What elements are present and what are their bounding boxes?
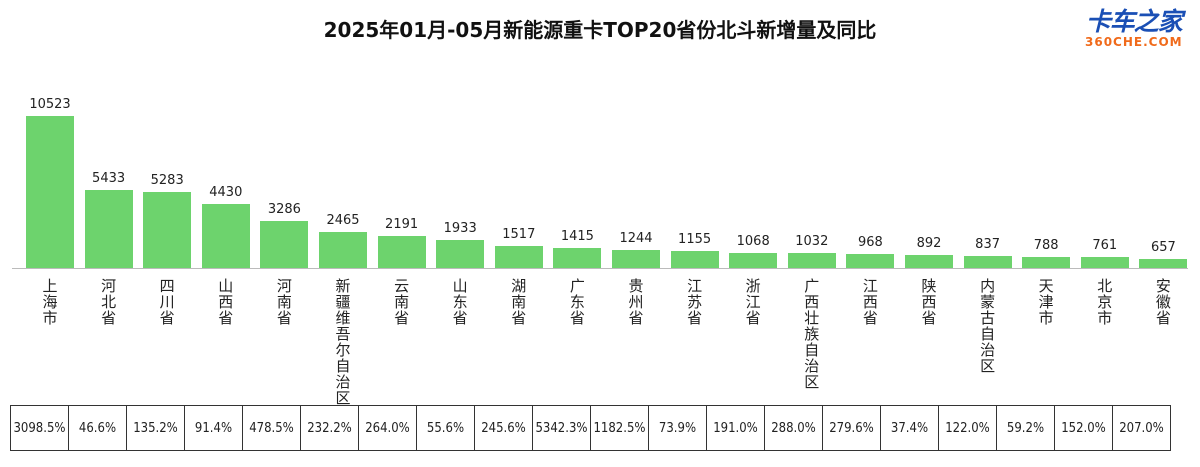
- data-label: 1032: [795, 234, 829, 250]
- category-label: 江苏省: [687, 277, 703, 327]
- logo: 卡车之家 360CHE.COM: [1085, 7, 1183, 49]
- yoy-cell: 207.0%: [1112, 405, 1171, 451]
- data-label: 4430: [209, 185, 243, 200]
- yoy-cell: 37.4%: [880, 405, 939, 451]
- category-label: 贵州省: [628, 277, 644, 327]
- category-label: 河南省: [276, 277, 292, 327]
- data-label: 968: [857, 235, 883, 251]
- category-label: 山东省: [452, 277, 468, 327]
- bar: [260, 220, 309, 268]
- yoy-cell: 59.2%: [996, 405, 1055, 451]
- yoy-cell: 245.6%: [474, 405, 533, 451]
- bar: [494, 246, 543, 268]
- yoy-cell: 1182.5%: [590, 405, 649, 451]
- yoy-cell: 55.6%: [416, 405, 475, 451]
- category-label: 陕西省: [921, 277, 937, 327]
- data-label: 1068: [736, 233, 770, 249]
- category-label: 河北省: [101, 277, 117, 327]
- category-label: 天津市: [1038, 277, 1054, 327]
- data-label: 788: [1033, 237, 1059, 253]
- data-label: 1933: [443, 221, 477, 237]
- data-label: 837: [975, 236, 1000, 252]
- yoy-cell: 264.0%: [358, 405, 417, 451]
- data-label: 1155: [678, 232, 712, 248]
- data-label: 657: [1150, 239, 1176, 255]
- bar: [1139, 258, 1188, 268]
- data-label: 3286: [267, 201, 301, 217]
- bar: [201, 204, 250, 268]
- category-label: 湖南省: [511, 277, 527, 327]
- data-label: 5433: [92, 170, 126, 186]
- yoy-cell: 3098.5%: [10, 405, 69, 451]
- category-label: 浙江省: [745, 277, 761, 327]
- bar: [553, 247, 602, 268]
- bar: [1022, 256, 1071, 268]
- data-label: 761: [1092, 238, 1118, 253]
- bar: [84, 189, 133, 268]
- data-label: 1415: [560, 228, 594, 244]
- bar: [612, 250, 660, 268]
- logo-cn: 卡车之家: [1085, 7, 1183, 36]
- category-label: 江西省: [862, 277, 878, 327]
- bar: [787, 253, 836, 268]
- yoy-cell: 46.6%: [68, 405, 127, 451]
- bar: [846, 254, 895, 268]
- bar: [1080, 257, 1129, 268]
- logo-en: 360CHE.COM: [1085, 35, 1183, 49]
- bar: [963, 255, 1012, 268]
- data-label: 1517: [502, 227, 536, 243]
- category-label: 广西壮族自治区: [804, 277, 820, 391]
- category-label: 内蒙古自治区: [980, 277, 996, 375]
- yoy-cell: 73.9%: [648, 405, 707, 451]
- bar: [670, 251, 719, 268]
- data-label: 1244: [619, 231, 653, 247]
- data-label: 2465: [326, 213, 360, 229]
- yoy-cell: 478.5%: [242, 405, 301, 451]
- bar: [143, 191, 192, 268]
- data-label: 892: [916, 236, 942, 252]
- yoy-cell: 288.0%: [764, 405, 823, 451]
- yoy-cell: 122.0%: [938, 405, 997, 451]
- category-label: 云南省: [394, 277, 410, 327]
- yoy-cell: 191.0%: [706, 405, 765, 451]
- yoy-cell: 152.0%: [1054, 405, 1113, 451]
- category-label: 四川省: [159, 277, 175, 327]
- bar: [26, 116, 74, 268]
- data-label: 10523: [29, 97, 71, 112]
- yoy-cell: 91.4%: [184, 405, 243, 451]
- category-label: 广东省: [569, 277, 585, 327]
- category-label: 安徽省: [1155, 277, 1171, 327]
- category-label: 上海市: [42, 277, 58, 327]
- yoy-row: 3098.5% 46.6% 135.2% 91.4% 478.5% 232.2% 264.0…: [10, 405, 1171, 451]
- bar: [319, 232, 367, 268]
- bar-chart: 10523 上海市 5433 河北省 5283 四川省 4430 山西省 3286 河南省 2465…: [12, 97, 1188, 406]
- bar: [905, 255, 953, 268]
- category-label: 山西省: [218, 277, 234, 327]
- bar: [436, 240, 485, 268]
- yoy-cell: 5342.3%: [532, 405, 591, 451]
- category-label: 新疆维吾尔自治区: [335, 277, 351, 407]
- yoy-cell: 279.6%: [822, 405, 881, 451]
- bar: [377, 236, 426, 268]
- bar: [729, 252, 778, 268]
- data-label: 2191: [385, 217, 419, 233]
- x-axis: [12, 268, 1188, 269]
- data-label: 5283: [150, 172, 184, 188]
- yoy-cell: 135.2%: [126, 405, 185, 451]
- category-label: 北京市: [1097, 277, 1113, 327]
- chart-title: 2025年01月-05月新能源重卡TOP20省份北斗新增量及同比: [323, 18, 877, 42]
- yoy-cell: 232.2%: [300, 405, 359, 451]
- yoy-table: 3098.5% 46.6% 135.2% 91.4% 478.5% 232.2% 264.0…: [10, 405, 1171, 451]
